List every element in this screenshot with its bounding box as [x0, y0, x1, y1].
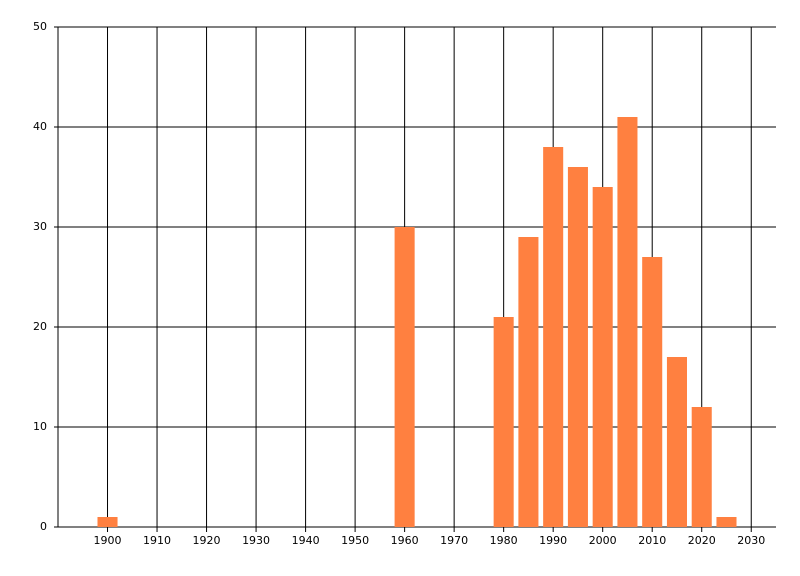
x-tick-label: 1950	[341, 534, 369, 547]
bar	[716, 517, 737, 527]
bar	[592, 187, 613, 527]
bar	[97, 517, 118, 527]
x-tick-label: 1960	[391, 534, 419, 547]
bar	[666, 357, 687, 527]
bar	[617, 117, 638, 527]
y-tick-label: 40	[33, 120, 47, 133]
x-tick-label: 2010	[638, 534, 666, 547]
x-tick-label: 1970	[440, 534, 468, 547]
x-tick-label: 1900	[94, 534, 122, 547]
bar	[493, 317, 514, 527]
x-tick-label: 1920	[193, 534, 221, 547]
bar	[543, 147, 564, 527]
bar	[518, 237, 539, 527]
x-tick-label: 2030	[737, 534, 765, 547]
y-tick-label: 30	[33, 220, 47, 233]
y-tick-label: 50	[33, 20, 47, 33]
x-tick-label: 1990	[539, 534, 567, 547]
bar	[642, 257, 663, 527]
x-tick-label: 1910	[143, 534, 171, 547]
bar	[394, 227, 415, 527]
x-tick-label: 2000	[589, 534, 617, 547]
y-tick-label: 0	[40, 520, 47, 533]
x-tick-label: 1940	[292, 534, 320, 547]
x-tick-label: 1930	[242, 534, 270, 547]
y-tick-label: 20	[33, 320, 47, 333]
bar	[691, 407, 712, 527]
bar	[567, 167, 588, 527]
y-tick-label: 10	[33, 420, 47, 433]
x-tick-label: 2020	[688, 534, 716, 547]
x-tick-label: 1980	[490, 534, 518, 547]
